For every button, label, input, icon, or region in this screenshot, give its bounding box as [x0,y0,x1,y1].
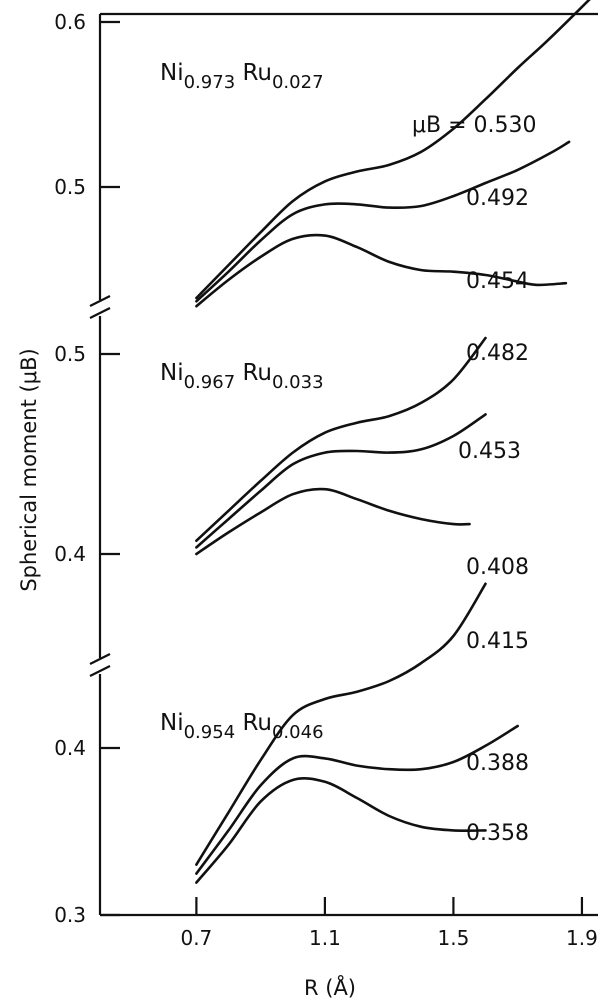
curves [195,0,591,884]
y-tick-label: 0.5 [54,342,86,366]
series-line [195,582,487,866]
series-line [195,487,471,556]
series-label: 0.415 [466,629,529,654]
composition-label: Ni0.967 Ru0.033 [160,360,324,393]
series-line [195,336,487,542]
series-line [195,724,519,875]
curve-labels: μB = 0.530 0.492 0.454 0.482 0.453 0.408 0.415… [412,113,537,846]
series-label: 0.408 [466,555,529,580]
y-tick-label: 0.5 [54,175,86,199]
y-tick-label: 0.4 [54,736,86,760]
series-label: 0.358 [466,821,529,846]
composition-labels: Ni0.973 Ru0.027 Ni0.967 Ru0.033 Ni0.954 Ru… [160,60,324,743]
x-axis-title: R (Å) [304,974,356,1000]
series-label: 0.453 [458,439,521,464]
series-label: 0.482 [466,341,529,366]
series-label: μB = 0.530 [412,113,537,138]
x-tick-label: 1.5 [438,926,470,950]
y-tick-label: 0.4 [54,542,86,566]
series-label: 0.492 [466,186,529,211]
y-ticks: 0.6 0.5 0.5 0.4 0.4 0.3 [54,10,120,927]
composition-label: Ni0.954 Ru0.046 [160,710,324,743]
y-tick-label: 0.3 [54,903,86,927]
series-line [195,0,591,300]
x-ticks: 0.7 1.1 1.5 1.9 [180,897,598,950]
axis-break-upper [89,295,111,319]
x-tick-label: 1.9 [566,926,598,950]
y-axis-title: Spherical moment (μB) [17,348,41,591]
series-line [195,777,487,884]
composition-label: Ni0.973 Ru0.027 [160,60,324,93]
x-tick-label: 1.1 [309,926,341,950]
x-tick-label: 0.7 [180,926,212,950]
axis-break-lower [89,653,111,677]
y-tick-label: 0.6 [54,10,86,34]
series-line [195,413,487,549]
series-line [195,233,568,308]
series-label: 0.388 [466,751,529,776]
series-label: 0.454 [466,269,529,294]
series-line [195,140,571,303]
